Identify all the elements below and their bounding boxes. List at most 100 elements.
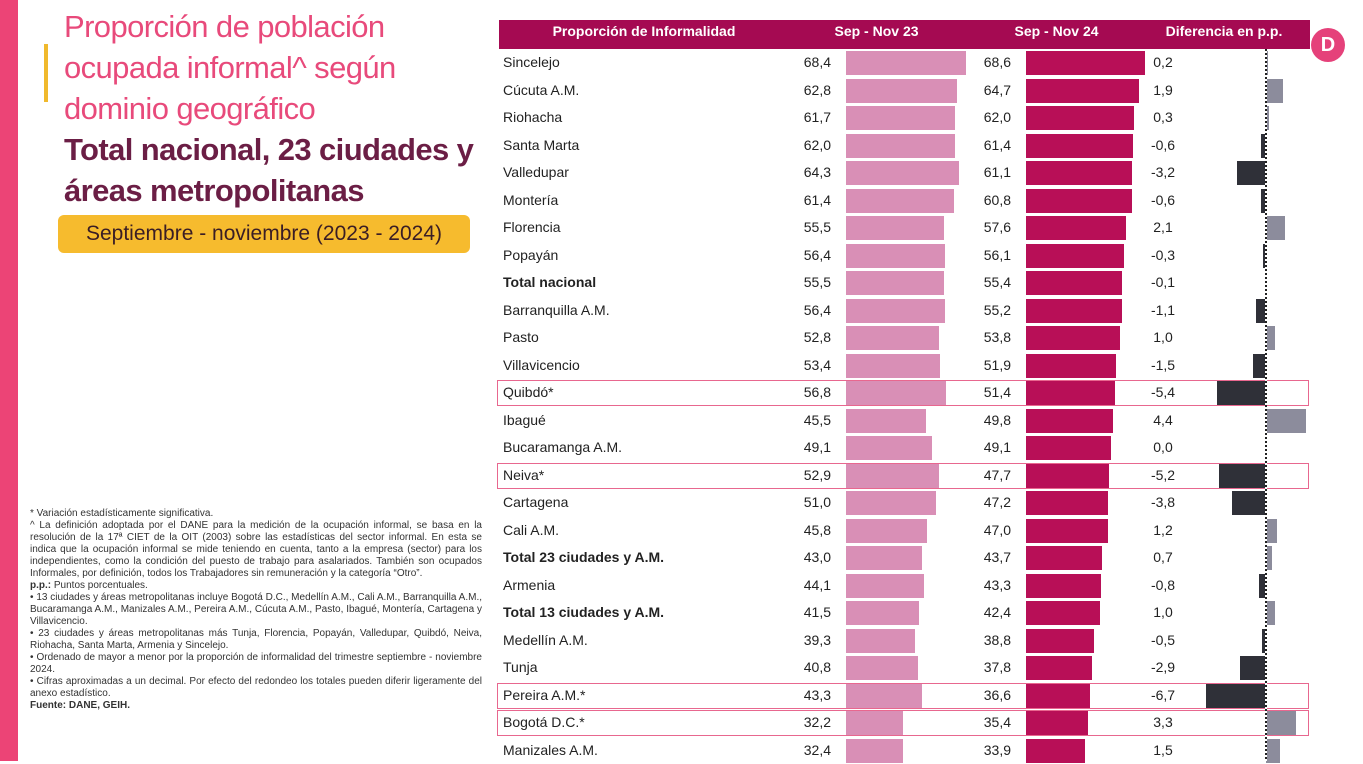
bar-2024 [1026, 354, 1116, 378]
bar-2024 [1026, 409, 1113, 433]
value-2024: 37,8 [939, 654, 1011, 682]
value-2024: 57,6 [939, 214, 1011, 242]
bar-2023 [846, 161, 959, 185]
bar-2023 [846, 326, 939, 350]
bar-2024 [1026, 491, 1108, 515]
bar-2023 [846, 656, 918, 680]
value-2023: 52,8 [769, 324, 831, 352]
value-2024: 51,9 [939, 352, 1011, 380]
value-difference: -1,1 [1139, 297, 1187, 325]
bar-2024 [1026, 326, 1120, 350]
value-difference: -0,1 [1139, 269, 1187, 297]
value-2023: 61,7 [769, 104, 831, 132]
value-difference: 0,0 [1139, 434, 1187, 462]
value-2024: 43,3 [939, 572, 1011, 600]
value-2024: 38,8 [939, 627, 1011, 655]
value-difference: -3,2 [1139, 159, 1187, 187]
bar-2024 [1026, 79, 1139, 103]
value-2024: 55,2 [939, 297, 1011, 325]
value-2023: 56,4 [769, 297, 831, 325]
value-difference: 1,0 [1139, 324, 1187, 352]
row-label: Cali A.M. [503, 517, 559, 545]
value-difference: 1,0 [1139, 599, 1187, 627]
value-2024: 49,8 [939, 407, 1011, 435]
bar-difference-positive [1266, 409, 1306, 433]
row-label: Valledupar [503, 159, 569, 187]
bar-difference-positive [1266, 519, 1277, 543]
bar-2023 [846, 629, 915, 653]
value-2024: 55,4 [939, 269, 1011, 297]
bar-2023 [846, 409, 926, 433]
bar-difference-negative [1253, 354, 1267, 378]
value-2024: 49,1 [939, 434, 1011, 462]
bar-2023 [846, 601, 919, 625]
bar-difference-positive [1266, 601, 1275, 625]
bar-2023 [846, 106, 955, 130]
bar-2024 [1026, 271, 1122, 295]
value-2023: 45,8 [769, 517, 831, 545]
bar-2023 [846, 546, 922, 570]
value-2023: 51,0 [769, 489, 831, 517]
bar-2024 [1026, 299, 1122, 323]
row-label: Popayán [503, 242, 558, 270]
bar-difference-positive [1266, 216, 1285, 240]
bar-2023 [846, 299, 945, 323]
bar-2023 [846, 574, 924, 598]
value-difference: 4,4 [1139, 407, 1187, 435]
bar-2024 [1026, 161, 1132, 185]
bar-2023 [846, 739, 903, 763]
row-label: Sincelejo [503, 49, 560, 77]
value-2024: 33,9 [939, 737, 1011, 764]
value-difference: -0,8 [1139, 572, 1187, 600]
significant-row-highlight [497, 710, 1309, 736]
value-difference: -0,6 [1139, 187, 1187, 215]
bar-2024 [1026, 134, 1133, 158]
row-label: Total 13 ciudades y A.M. [503, 599, 664, 627]
value-difference: 0,2 [1139, 49, 1187, 77]
bar-2024 [1026, 601, 1100, 625]
bar-2024 [1026, 574, 1101, 598]
value-2023: 55,5 [769, 214, 831, 242]
bar-2024 [1026, 656, 1092, 680]
significant-row-highlight [497, 380, 1309, 406]
bar-2023 [846, 519, 927, 543]
bar-2024 [1026, 546, 1102, 570]
row-label: Tunja [503, 654, 538, 682]
row-label: Ibagué [503, 407, 546, 435]
row-label: Pasto [503, 324, 539, 352]
bar-2023 [846, 79, 957, 103]
bar-2023 [846, 436, 932, 460]
bar-2023 [846, 491, 936, 515]
value-difference: -2,9 [1139, 654, 1187, 682]
bar-2023 [846, 271, 944, 295]
table-row: Manizales A.M. 32,4 33,9 1,5 [499, 737, 1310, 764]
value-2023: 61,4 [769, 187, 831, 215]
value-difference: 1,9 [1139, 77, 1187, 105]
value-2024: 47,2 [939, 489, 1011, 517]
row-label: Barranquilla A.M. [503, 297, 610, 325]
row-label: Manizales A.M. [503, 737, 598, 764]
bar-difference-positive [1266, 326, 1275, 350]
value-2023: 64,3 [769, 159, 831, 187]
value-difference: 1,2 [1139, 517, 1187, 545]
value-2024: 42,4 [939, 599, 1011, 627]
value-difference: 0,3 [1139, 104, 1187, 132]
value-2023: 32,4 [769, 737, 831, 764]
bar-2023 [846, 51, 966, 75]
value-2024: 47,0 [939, 517, 1011, 545]
value-difference: -0,3 [1139, 242, 1187, 270]
row-label: Montería [503, 187, 558, 215]
bar-2024 [1026, 106, 1134, 130]
value-2024: 56,1 [939, 242, 1011, 270]
bar-2023 [846, 189, 954, 213]
bar-difference-positive [1266, 739, 1280, 763]
row-label: Santa Marta [503, 132, 579, 160]
value-difference: -0,6 [1139, 132, 1187, 160]
bar-2024 [1026, 519, 1108, 543]
row-label: Florencia [503, 214, 561, 242]
row-label: Total 23 ciudades y A.M. [503, 544, 664, 572]
row-label: Riohacha [503, 104, 562, 132]
row-label: Total nacional [503, 269, 596, 297]
value-difference: 1,5 [1139, 737, 1187, 764]
